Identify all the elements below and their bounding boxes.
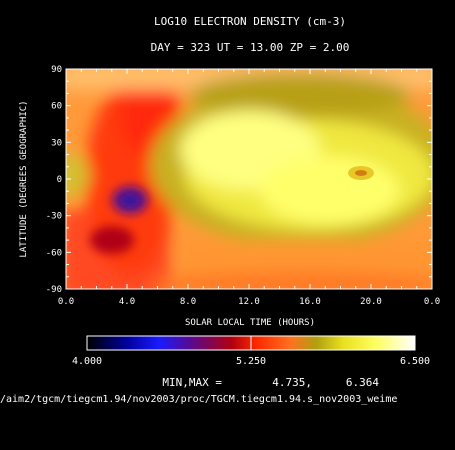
chart-title: LOG10 ELECTRON DENSITY (cm-3)	[154, 15, 346, 28]
x-tick-label: 12.0	[238, 297, 260, 307]
colorbar-tick-label: 4.000	[72, 356, 102, 367]
y-axis: 90 60 30 0 -30 -60 -90	[46, 65, 432, 295]
y-tick-label: 60	[51, 102, 62, 112]
y-tick-label: -60	[46, 248, 62, 258]
y-tick-label: 90	[51, 65, 62, 75]
x-tick-label: 4.0	[119, 297, 135, 307]
x-tick-label: 20.0	[360, 297, 382, 307]
x-axis: 0.0 4.0 8.0 12.0 16.0 20.0 0.0	[58, 69, 440, 307]
y-tick-label: -30	[46, 212, 62, 222]
minmax-label: MIN,MAX =	[162, 376, 222, 389]
x-tick-label: 8.0	[180, 297, 196, 307]
x-axis-label: SOLAR LOCAL TIME (HOURS)	[185, 318, 315, 328]
colorbar: 4.000 5.250 6.500	[72, 335, 430, 367]
heatmap-field	[66, 69, 432, 289]
x-tick-label: 16.0	[299, 297, 321, 307]
x-tick-label: 0.0	[424, 297, 440, 307]
min-value: 4.735,	[272, 376, 312, 389]
max-value: 6.364	[346, 376, 379, 389]
chart-subtitle: DAY = 323 UT = 13.00 ZP = 2.00	[151, 41, 350, 54]
y-tick-label: 30	[51, 138, 62, 148]
footer-path: /aim2/tgcm/tiegcm1.94/nov2003/proc/TGCM.…	[0, 394, 397, 405]
colorbar-tick-label: 6.500	[400, 356, 430, 367]
y-tick-label: -90	[46, 285, 62, 295]
y-tick-label: 0	[57, 175, 62, 185]
x-tick-label: 0.0	[58, 297, 74, 307]
colorbar-tick-label: 5.250	[236, 356, 266, 367]
y-axis-label: LATITUDE (DEGREES GEOGRAPHIC)	[19, 100, 29, 257]
